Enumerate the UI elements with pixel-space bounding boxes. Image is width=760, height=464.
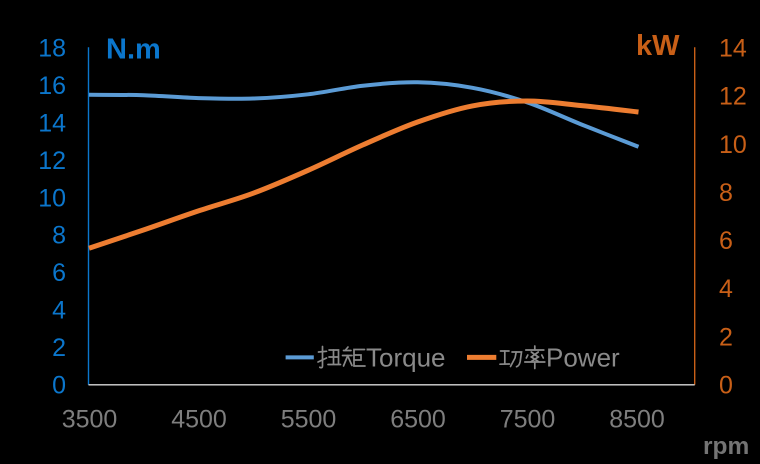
- svg-text:4500: 4500: [171, 406, 227, 434]
- svg-text:12: 12: [38, 147, 66, 175]
- svg-text:7500: 7500: [500, 406, 556, 434]
- svg-text:2: 2: [52, 334, 66, 362]
- svg-text:0: 0: [719, 372, 733, 400]
- svg-text:N.m: N.m: [106, 34, 161, 66]
- svg-text:8500: 8500: [609, 406, 665, 434]
- svg-text:5500: 5500: [281, 406, 337, 434]
- svg-text:Torque: Torque: [366, 343, 446, 373]
- svg-text:8: 8: [719, 179, 733, 207]
- svg-text:4: 4: [719, 275, 733, 303]
- svg-text:12: 12: [719, 83, 747, 111]
- svg-text:18: 18: [38, 35, 66, 63]
- svg-text:Power: Power: [546, 343, 620, 373]
- svg-text:6: 6: [719, 227, 733, 255]
- svg-text:rpm: rpm: [703, 433, 749, 460]
- svg-text:8: 8: [52, 222, 66, 250]
- svg-text:0: 0: [52, 372, 66, 400]
- svg-text:14: 14: [719, 35, 747, 63]
- svg-text:16: 16: [38, 72, 66, 100]
- svg-text:3500: 3500: [62, 406, 118, 434]
- svg-text:4: 4: [52, 297, 66, 325]
- svg-text:6: 6: [52, 259, 66, 287]
- svg-text:6500: 6500: [390, 406, 446, 434]
- svg-text:14: 14: [38, 109, 66, 137]
- svg-text:10: 10: [38, 184, 66, 212]
- svg-text:kW: kW: [636, 30, 680, 62]
- svg-text:2: 2: [719, 323, 733, 351]
- svg-text:10: 10: [719, 131, 747, 159]
